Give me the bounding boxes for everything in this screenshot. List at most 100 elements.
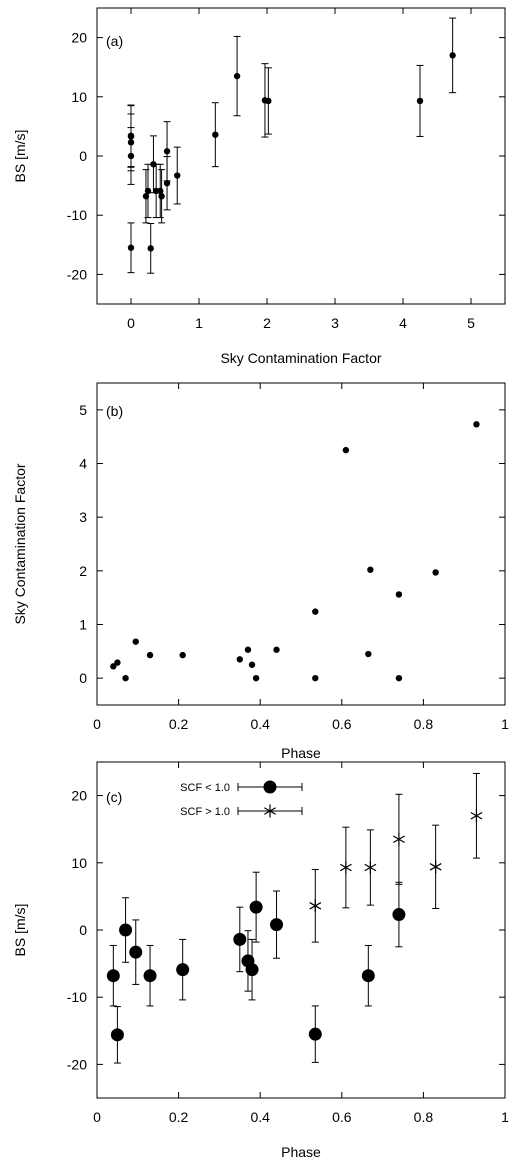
x-tick-label: 0.8 [414,716,434,732]
legend-label-scf-low: SCF < 1.0 [180,782,230,794]
y-tick-label: -20 [67,1056,87,1072]
y-tick-label: 3 [79,509,87,525]
data-point [312,674,319,682]
data-point-circle [233,932,247,946]
data-point-circle [270,918,284,932]
panel-c-label: (c) [106,789,122,805]
x-tick-label: 0 [93,1109,101,1125]
y-tick-label: 1 [79,617,87,633]
y-tick-label: 4 [79,456,87,472]
plot-frame [96,761,506,1099]
data-point [473,421,480,428]
x-tick-label: 1 [195,315,203,331]
y-tick-label: -10 [67,989,87,1005]
data-point [122,674,129,682]
data-point [114,659,121,666]
data-point [395,674,403,682]
plot-frame [96,382,506,706]
legend: SCF < 1.0 SCF > 1.0 [180,780,303,818]
y-tick-label: -10 [67,207,87,223]
panel-b-scf-vs-phase: (b) Phase Sky Contamination Factor 0 0.2 0… [12,382,509,761]
x-tick-label: 0.8 [414,1109,434,1125]
data-point [273,646,280,653]
panel-b-ylabel: Sky Contamination Factor [12,463,28,624]
data-point-circle [176,963,190,977]
panel-c-xlabel: Phase [281,1144,321,1160]
y-tick-label: 2 [79,563,87,579]
y-tick-label: 20 [71,788,87,804]
x-tick-label: 2 [263,315,271,331]
x-tick-label: 0.6 [332,716,352,732]
panel-a-ylabel: BS [m/s] [12,130,28,183]
x-tick-label: 0.4 [250,1109,270,1125]
data-point [179,651,186,659]
y-tick-label: -20 [67,266,87,282]
panel-a-label: (a) [106,33,123,49]
data-point-circle [308,1027,322,1041]
panel-b-xlabel: Phase [281,745,321,761]
data-point [157,187,164,195]
x-tick-label: 5 [467,315,475,331]
data-point [174,172,181,179]
y-tick-label: 20 [71,30,87,46]
data-point-star [309,899,322,913]
data-point [163,148,171,155]
legend-marker-circle [263,780,277,794]
y-tick-label: 0 [79,922,87,938]
data-point [127,244,135,251]
data-point [158,193,165,200]
x-tick-label: 0.6 [332,1109,352,1125]
data-point [110,663,117,670]
x-tick-label: 0.2 [169,716,189,732]
data-point [367,566,374,573]
data-point [163,180,171,187]
data-point-star [429,860,442,874]
legend-label-scf-high: SCF > 1.0 [180,806,230,818]
data-point [146,651,154,659]
data-point-circle [119,923,133,937]
data-point [233,72,241,80]
y-tick-label: 10 [71,855,87,871]
data-point [252,674,260,682]
data-point [449,52,456,59]
data-point-circle [143,969,157,983]
data-point [244,646,252,653]
panel-c-ylabel: BS [m/s] [12,904,28,957]
data-point-star [364,861,377,875]
data-point [416,97,424,105]
x-tick-label: 4 [399,315,407,331]
data-point [395,591,403,598]
data-point [365,650,372,658]
y-tick-label: 0 [79,670,87,686]
data-point-circle [249,900,263,914]
data-point [432,569,439,576]
data-point [144,187,152,195]
x-tick-label: 3 [331,315,339,331]
data-point [147,245,154,252]
data-point [265,97,272,105]
legend-marker-star [264,804,276,818]
data-point [312,608,319,615]
panel-a-bs-vs-scf: (a) Sky Contamination Factor BS [m/s] 0 1… [12,7,506,366]
data-point [342,446,350,454]
data-point-circle [361,969,375,983]
x-tick-label: 0.2 [169,1109,189,1125]
panel-b-label: (b) [106,403,123,419]
x-tick-label: 0.4 [250,716,270,732]
data-point-circle [106,969,120,983]
panel-a-xlabel: Sky Contamination Factor [220,350,381,366]
data-point [236,656,243,663]
y-tick-label: 0 [79,148,87,164]
data-point-circle [129,945,143,959]
data-point-circle [245,963,259,977]
data-point-star [392,832,405,846]
data-point-circle [110,1028,124,1042]
data-point [212,131,219,138]
y-tick-label: 10 [71,89,87,105]
data-point-star [339,861,352,875]
x-tick-label: 0 [93,716,101,732]
x-tick-label: 1 [501,1109,509,1125]
data-point [248,661,256,668]
data-point [127,132,135,140]
